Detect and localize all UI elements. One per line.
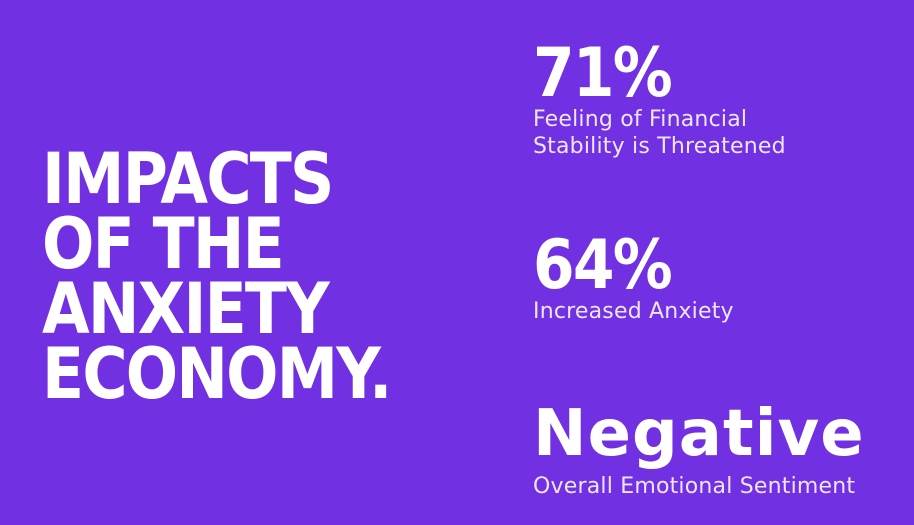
stat-increased-anxiety-label: Increased Anxiety (533, 298, 734, 325)
stat-emotional-sentiment-label-line-1: Overall Emotional Sentiment (533, 474, 856, 499)
headline-line-2: OF THE (42, 203, 285, 285)
stat-financial-stability: 71% Feeling of Financial Stability is Th… (533, 34, 786, 160)
headline-line-3: ANXIETY (42, 268, 330, 350)
stat-increased-anxiety: 64% Increased Anxiety (533, 226, 734, 325)
headline-line-1: IMPACTS (42, 138, 334, 220)
stat-emotional-sentiment-label: Overall Emotional Sentiment (533, 473, 865, 500)
stat-financial-stability-label: Feeling of Financial Stability is Threat… (533, 106, 786, 160)
stat-increased-anxiety-value: 64% (533, 226, 673, 305)
headline: IMPACTS OF THE ANXIETY ECONOMY. (42, 138, 392, 415)
stat-financial-stability-label-line-2: Stability is Threatened (533, 134, 786, 159)
stat-financial-stability-label-line-1: Feeling of Financial (533, 107, 748, 132)
headline-line-4: ECONOMY. (42, 333, 392, 415)
stat-emotional-sentiment-value: Negative (533, 397, 865, 471)
stat-increased-anxiety-label-line-1: Increased Anxiety (533, 299, 734, 324)
stat-financial-stability-value: 71% (533, 34, 673, 113)
stat-emotional-sentiment: Negative Overall Emotional Sentiment (533, 397, 865, 500)
